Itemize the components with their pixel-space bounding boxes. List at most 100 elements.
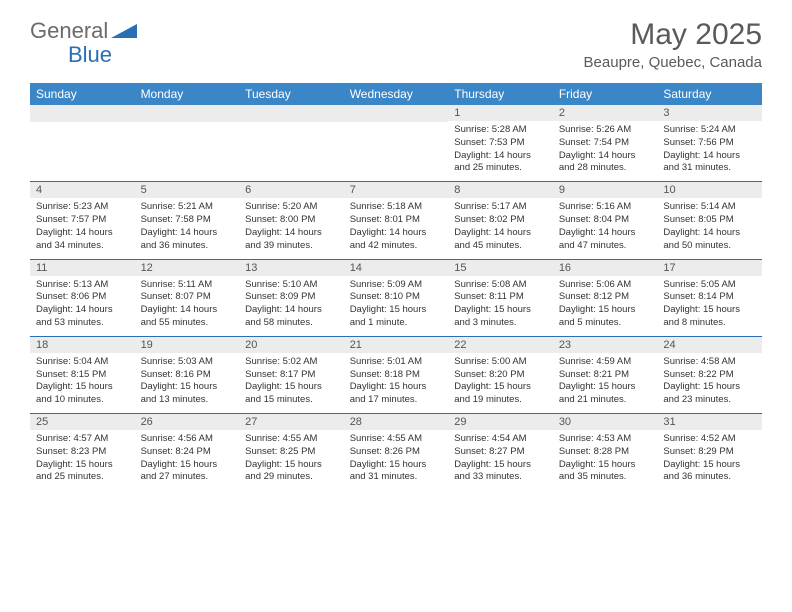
- day-info: Sunrise: 5:16 AMSunset: 8:04 PMDaylight:…: [553, 198, 658, 258]
- day-header: Sunday: [30, 83, 135, 105]
- day-cell: 30Sunrise: 4:53 AMSunset: 8:28 PMDayligh…: [553, 414, 658, 491]
- day-cell: 16Sunrise: 5:06 AMSunset: 8:12 PMDayligh…: [553, 259, 658, 336]
- day-info: Sunrise: 5:14 AMSunset: 8:05 PMDaylight:…: [657, 198, 762, 258]
- day-info: Sunrise: 5:17 AMSunset: 8:02 PMDaylight:…: [448, 198, 553, 258]
- day-number: 20: [239, 337, 344, 353]
- week-row: 25Sunrise: 4:57 AMSunset: 8:23 PMDayligh…: [30, 414, 762, 491]
- logo-text-general: General: [30, 18, 108, 44]
- day-cell: 31Sunrise: 4:52 AMSunset: 8:29 PMDayligh…: [657, 414, 762, 491]
- header: General May 2025 Beaupre, Quebec, Canada: [0, 0, 792, 79]
- day-number: 7: [344, 182, 449, 198]
- day-number: 8: [448, 182, 553, 198]
- day-info: Sunrise: 5:00 AMSunset: 8:20 PMDaylight:…: [448, 353, 553, 413]
- day-cell: 11Sunrise: 5:13 AMSunset: 8:06 PMDayligh…: [30, 259, 135, 336]
- month-title: May 2025: [584, 18, 762, 52]
- day-info: Sunrise: 4:58 AMSunset: 8:22 PMDaylight:…: [657, 353, 762, 413]
- day-cell: 19Sunrise: 5:03 AMSunset: 8:16 PMDayligh…: [135, 336, 240, 413]
- day-cell: 6Sunrise: 5:20 AMSunset: 8:00 PMDaylight…: [239, 182, 344, 259]
- day-number: 17: [657, 260, 762, 276]
- day-number: 9: [553, 182, 658, 198]
- day-header: Thursday: [448, 83, 553, 105]
- day-header-row: SundayMondayTuesdayWednesdayThursdayFrid…: [30, 83, 762, 105]
- day-number: 6: [239, 182, 344, 198]
- day-header: Monday: [135, 83, 240, 105]
- day-info: Sunrise: 5:21 AMSunset: 7:58 PMDaylight:…: [135, 198, 240, 258]
- day-cell: 22Sunrise: 5:00 AMSunset: 8:20 PMDayligh…: [448, 336, 553, 413]
- day-number: 30: [553, 414, 658, 430]
- day-number: 26: [135, 414, 240, 430]
- day-info: Sunrise: 4:59 AMSunset: 8:21 PMDaylight:…: [553, 353, 658, 413]
- day-cell: 17Sunrise: 5:05 AMSunset: 8:14 PMDayligh…: [657, 259, 762, 336]
- day-cell: [30, 105, 135, 182]
- day-info: Sunrise: 5:03 AMSunset: 8:16 PMDaylight:…: [135, 353, 240, 413]
- day-number: 5: [135, 182, 240, 198]
- calendar-table: SundayMondayTuesdayWednesdayThursdayFrid…: [30, 83, 762, 490]
- day-info: Sunrise: 5:04 AMSunset: 8:15 PMDaylight:…: [30, 353, 135, 413]
- day-cell: [135, 105, 240, 182]
- logo-text-blue: Blue: [68, 42, 112, 67]
- day-number: 27: [239, 414, 344, 430]
- day-info: Sunrise: 5:13 AMSunset: 8:06 PMDaylight:…: [30, 276, 135, 336]
- empty-day: [239, 105, 344, 122]
- day-info: Sunrise: 5:26 AMSunset: 7:54 PMDaylight:…: [553, 121, 658, 181]
- day-info: Sunrise: 4:55 AMSunset: 8:26 PMDaylight:…: [344, 430, 449, 490]
- day-cell: 21Sunrise: 5:01 AMSunset: 8:18 PMDayligh…: [344, 336, 449, 413]
- day-cell: 1Sunrise: 5:28 AMSunset: 7:53 PMDaylight…: [448, 105, 553, 182]
- day-info: Sunrise: 4:55 AMSunset: 8:25 PMDaylight:…: [239, 430, 344, 490]
- day-header: Friday: [553, 83, 658, 105]
- day-cell: 25Sunrise: 4:57 AMSunset: 8:23 PMDayligh…: [30, 414, 135, 491]
- week-row: 11Sunrise: 5:13 AMSunset: 8:06 PMDayligh…: [30, 259, 762, 336]
- day-number: 13: [239, 260, 344, 276]
- day-info: Sunrise: 5:28 AMSunset: 7:53 PMDaylight:…: [448, 121, 553, 181]
- empty-day: [135, 105, 240, 122]
- day-info: Sunrise: 5:24 AMSunset: 7:56 PMDaylight:…: [657, 121, 762, 181]
- day-cell: [344, 105, 449, 182]
- day-info: Sunrise: 5:06 AMSunset: 8:12 PMDaylight:…: [553, 276, 658, 336]
- day-cell: 20Sunrise: 5:02 AMSunset: 8:17 PMDayligh…: [239, 336, 344, 413]
- empty-day: [344, 105, 449, 122]
- day-number: 25: [30, 414, 135, 430]
- calendar-body: 1Sunrise: 5:28 AMSunset: 7:53 PMDaylight…: [30, 105, 762, 490]
- day-header: Saturday: [657, 83, 762, 105]
- day-number: 12: [135, 260, 240, 276]
- day-number: 24: [657, 337, 762, 353]
- day-cell: 27Sunrise: 4:55 AMSunset: 8:25 PMDayligh…: [239, 414, 344, 491]
- day-cell: 28Sunrise: 4:55 AMSunset: 8:26 PMDayligh…: [344, 414, 449, 491]
- day-cell: 24Sunrise: 4:58 AMSunset: 8:22 PMDayligh…: [657, 336, 762, 413]
- day-info: Sunrise: 4:52 AMSunset: 8:29 PMDaylight:…: [657, 430, 762, 490]
- day-number: 16: [553, 260, 658, 276]
- day-number: 1: [448, 105, 553, 121]
- day-number: 14: [344, 260, 449, 276]
- day-info: Sunrise: 4:57 AMSunset: 8:23 PMDaylight:…: [30, 430, 135, 490]
- day-info: Sunrise: 4:54 AMSunset: 8:27 PMDaylight:…: [448, 430, 553, 490]
- location: Beaupre, Quebec, Canada: [584, 54, 762, 71]
- day-number: 21: [344, 337, 449, 353]
- day-cell: 13Sunrise: 5:10 AMSunset: 8:09 PMDayligh…: [239, 259, 344, 336]
- logo: General: [30, 18, 139, 44]
- day-cell: 29Sunrise: 4:54 AMSunset: 8:27 PMDayligh…: [448, 414, 553, 491]
- title-block: May 2025 Beaupre, Quebec, Canada: [584, 18, 762, 71]
- day-info: Sunrise: 5:01 AMSunset: 8:18 PMDaylight:…: [344, 353, 449, 413]
- day-info: Sunrise: 4:53 AMSunset: 8:28 PMDaylight:…: [553, 430, 658, 490]
- day-cell: 12Sunrise: 5:11 AMSunset: 8:07 PMDayligh…: [135, 259, 240, 336]
- day-number: 23: [553, 337, 658, 353]
- day-cell: 2Sunrise: 5:26 AMSunset: 7:54 PMDaylight…: [553, 105, 658, 182]
- day-cell: 18Sunrise: 5:04 AMSunset: 8:15 PMDayligh…: [30, 336, 135, 413]
- day-cell: 23Sunrise: 4:59 AMSunset: 8:21 PMDayligh…: [553, 336, 658, 413]
- day-number: 3: [657, 105, 762, 121]
- day-info: Sunrise: 5:18 AMSunset: 8:01 PMDaylight:…: [344, 198, 449, 258]
- day-info: Sunrise: 5:23 AMSunset: 7:57 PMDaylight:…: [30, 198, 135, 258]
- day-cell: 7Sunrise: 5:18 AMSunset: 8:01 PMDaylight…: [344, 182, 449, 259]
- day-cell: 4Sunrise: 5:23 AMSunset: 7:57 PMDaylight…: [30, 182, 135, 259]
- logo-triangle-icon: [111, 20, 137, 43]
- day-number: 2: [553, 105, 658, 121]
- day-number: 29: [448, 414, 553, 430]
- day-cell: [239, 105, 344, 182]
- day-header: Tuesday: [239, 83, 344, 105]
- week-row: 4Sunrise: 5:23 AMSunset: 7:57 PMDaylight…: [30, 182, 762, 259]
- day-number: 10: [657, 182, 762, 198]
- day-number: 18: [30, 337, 135, 353]
- logo-text-blue-wrap: Blue: [68, 42, 112, 68]
- day-cell: 26Sunrise: 4:56 AMSunset: 8:24 PMDayligh…: [135, 414, 240, 491]
- day-info: Sunrise: 4:56 AMSunset: 8:24 PMDaylight:…: [135, 430, 240, 490]
